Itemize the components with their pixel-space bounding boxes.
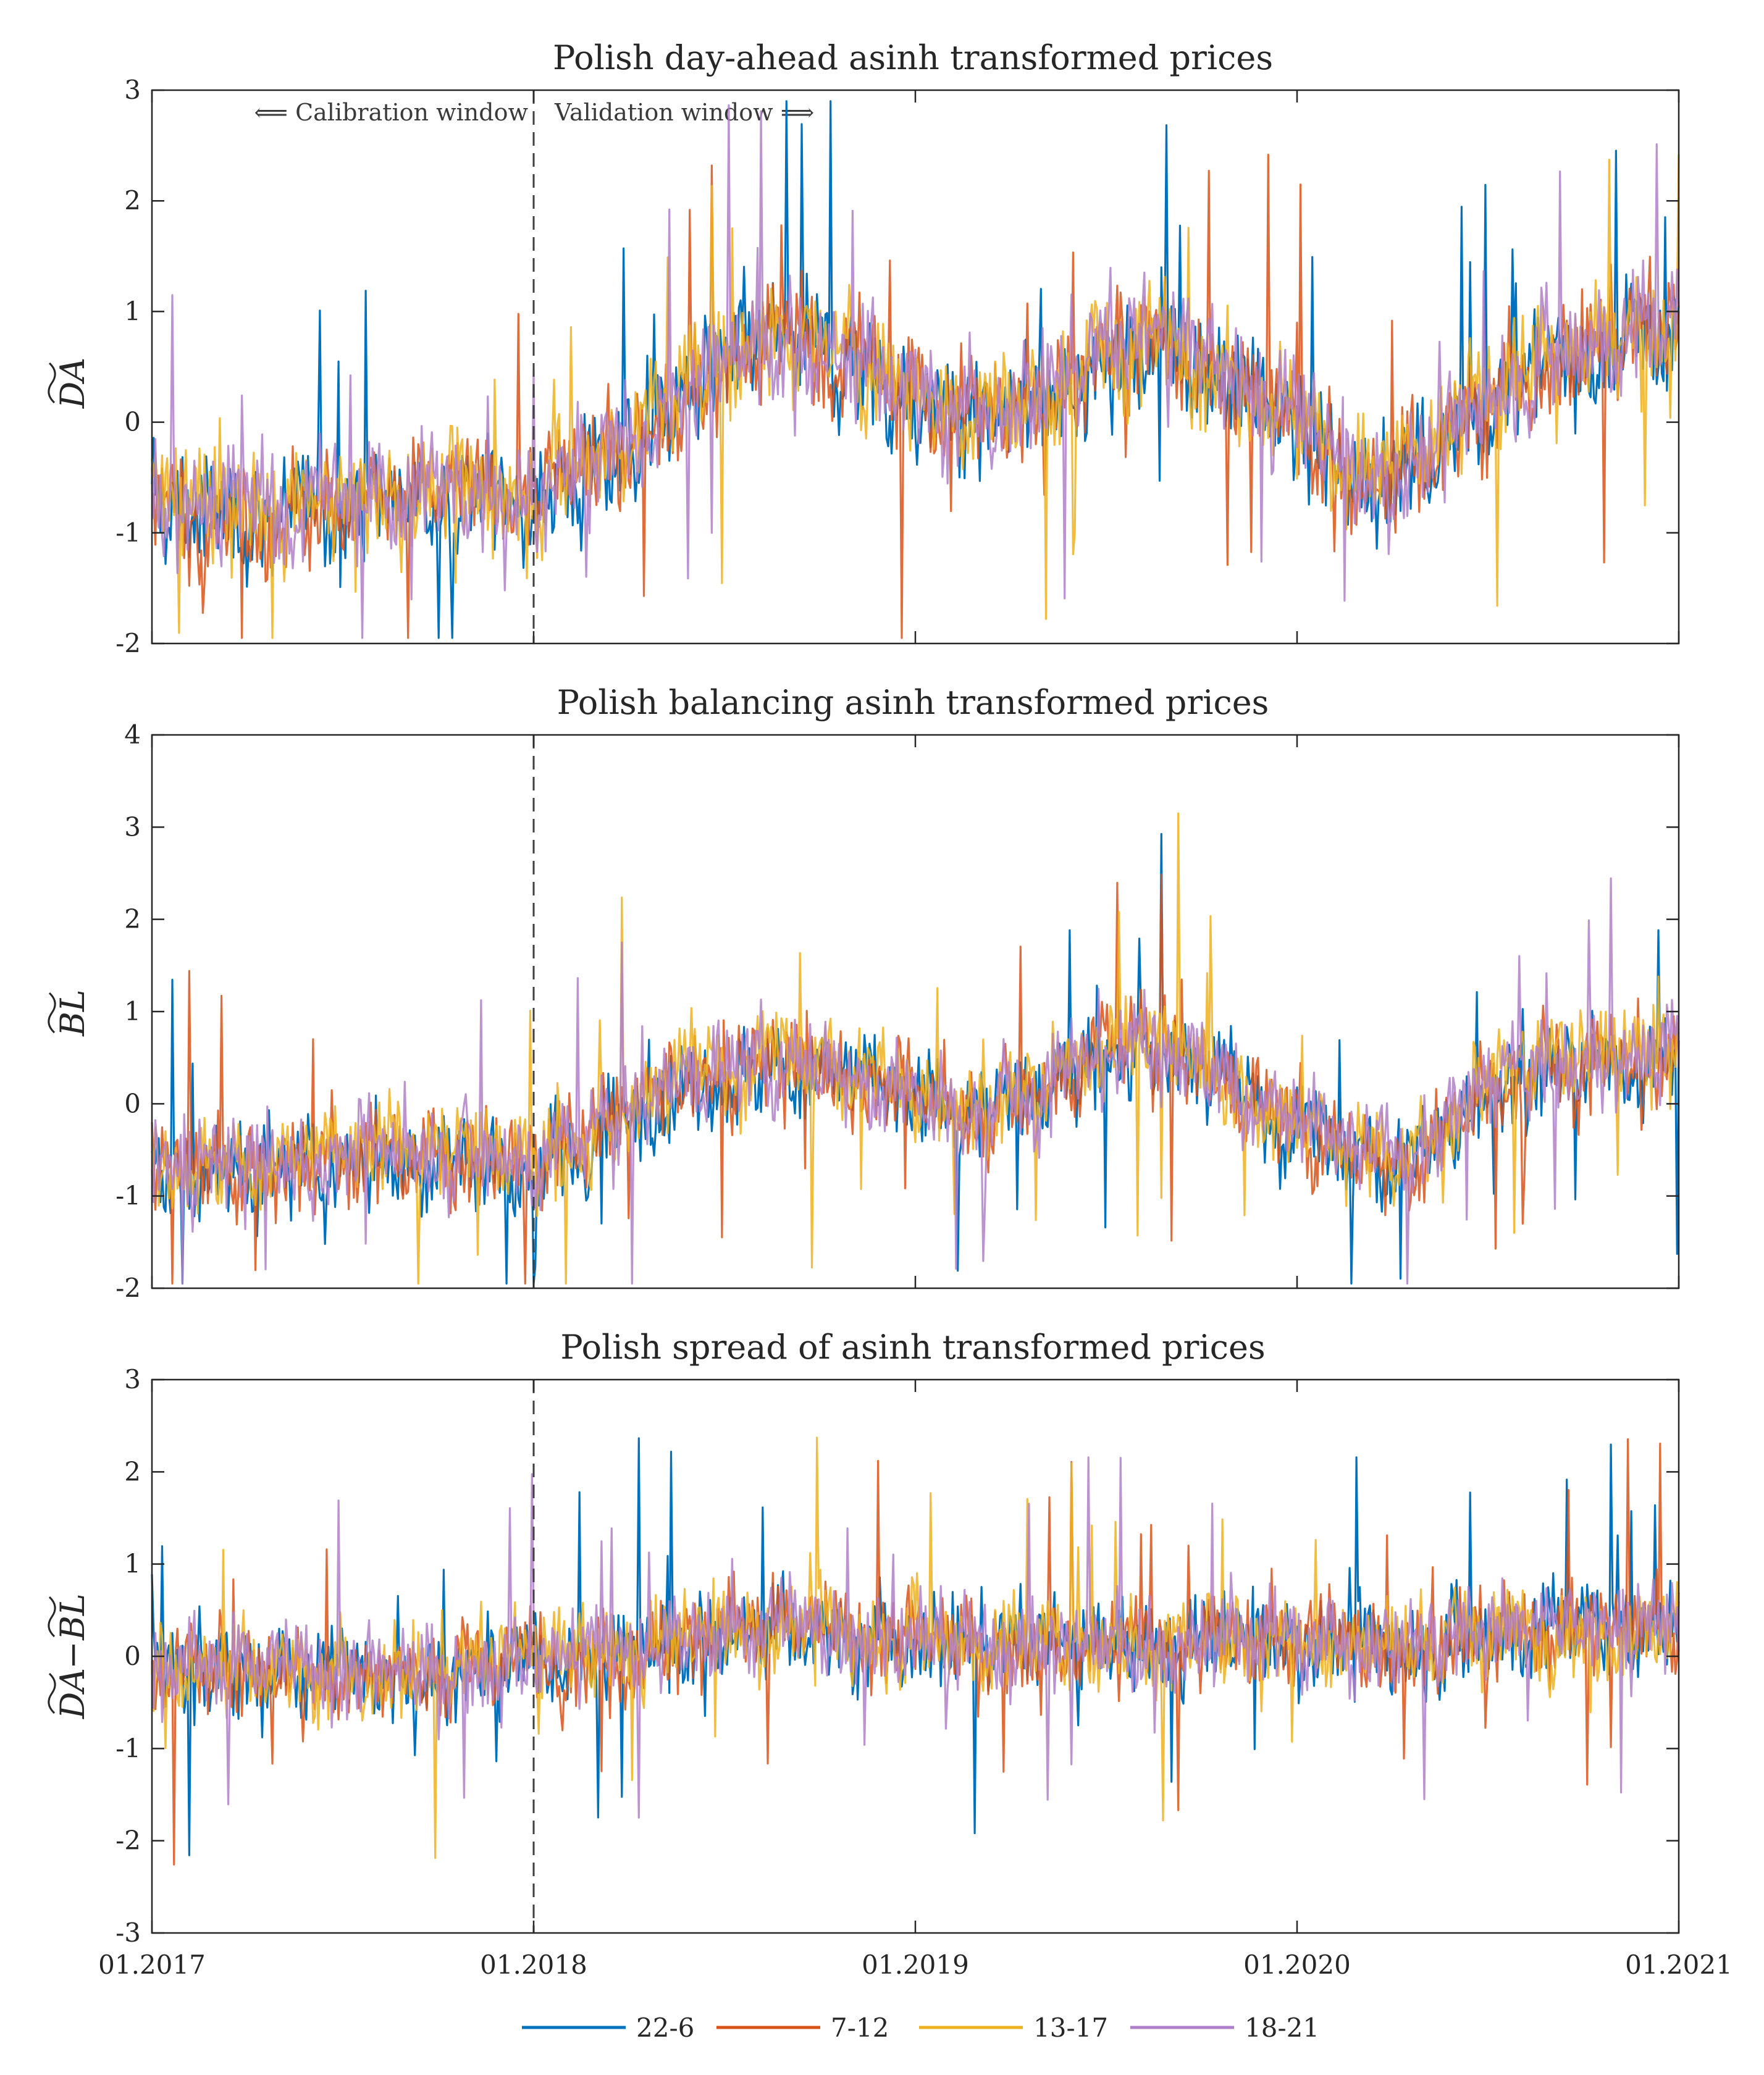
y-tick-label: 3 <box>124 811 141 842</box>
panel-day-ahead: Polish day-ahead asinh transformed price… <box>48 38 1680 658</box>
y-label-symbol: BL <box>53 989 92 1037</box>
y-tick-label: -2 <box>116 1826 141 1856</box>
y-tick-label: 0 <box>124 1088 141 1118</box>
y-tick-label: 2 <box>124 185 141 216</box>
series-line-22-6 <box>151 832 1680 1285</box>
y-tick-label: 0 <box>124 1641 141 1671</box>
y-axis-label-text: BL <box>48 989 92 1037</box>
y-tick-label: -1 <box>116 518 141 548</box>
y-tick-label: 2 <box>124 904 141 934</box>
series-line-7-12 <box>151 1438 1680 1866</box>
x-tick-label: 01.2021 <box>1625 1950 1732 1980</box>
x-tick-label: 01.2018 <box>480 1950 587 1980</box>
tilde-mark <box>48 362 56 404</box>
legend-label: 7-12 <box>831 2013 889 2043</box>
y-label-symbol: DA <box>53 358 92 409</box>
minus-sign: − <box>53 1641 92 1669</box>
y-axis-label: DA <box>48 358 92 409</box>
y-tick-label: -1 <box>116 1733 141 1763</box>
legend-item-18-21: 18-21 <box>1130 2013 1319 2043</box>
y-tick-label: 2 <box>124 1456 141 1486</box>
series-line-13-17 <box>151 812 1680 1285</box>
legend: 22-6 7-12 13-17 18-21 <box>522 2013 1319 2043</box>
y-axis-label: BL <box>48 989 92 1037</box>
tilde-mark <box>48 1596 56 1638</box>
series-line-18-21 <box>151 1456 1680 1819</box>
series-line-18-21 <box>151 104 1680 639</box>
y-tick-label: 1 <box>124 1549 141 1579</box>
legend-label: 18-21 <box>1245 2013 1319 2043</box>
legend-item-7-12: 7-12 <box>716 2013 889 2043</box>
x-tick-label: 01.2017 <box>98 1950 206 1980</box>
y-label-symbol: BL <box>53 1593 92 1641</box>
y-axis-label-text: DA <box>48 358 92 409</box>
y-tick-label: 1 <box>124 296 141 326</box>
panel-balancing: Polish balancing asinh transformed price… <box>48 683 1680 1303</box>
panel-title: Polish day-ahead asinh transformed price… <box>553 38 1273 77</box>
legend-label: 13-17 <box>1033 2013 1108 2043</box>
calibration-window-label: ⟸ Calibration window <box>254 99 529 126</box>
legend-item-13-17: 13-17 <box>919 2013 1108 2043</box>
series-line-13-17 <box>151 1436 1680 1859</box>
y-tick-label: 4 <box>124 719 141 750</box>
x-tick-label: 01.2019 <box>862 1950 969 1980</box>
y-tick-label: 1 <box>124 996 141 1026</box>
y-tick-label: -3 <box>116 1918 141 1948</box>
y-tick-label: -2 <box>116 1273 141 1303</box>
tilde-mark <box>48 1672 56 1714</box>
legend-item-22-6: 22-6 <box>522 2013 694 2043</box>
series-line-18-21 <box>151 877 1680 1285</box>
y-tick-label: 3 <box>124 75 141 105</box>
y-tick-label: -2 <box>116 628 141 658</box>
y-tick-label: 0 <box>124 407 141 437</box>
plot-frame <box>151 734 1680 1289</box>
y-tick-label: -1 <box>116 1181 141 1211</box>
legend-label: 22-6 <box>636 2013 694 2043</box>
y-tick-label: 3 <box>124 1364 141 1394</box>
x-tick-label: 01.2020 <box>1243 1950 1351 1980</box>
panel-title: Polish spread of asinh transformed price… <box>560 1328 1265 1367</box>
panel-spread: Polish spread of asinh transformed price… <box>48 1328 1732 1980</box>
y-axis-label-text: DA−BL <box>48 1593 92 1719</box>
panel-title: Polish balancing asinh transformed price… <box>557 683 1269 722</box>
tilde-mark <box>48 992 56 1034</box>
y-axis-label: DA−BL <box>48 1593 92 1719</box>
y-label-symbol: DA <box>53 1668 92 1719</box>
validation-window-label: Validation window ⟹ <box>554 99 814 126</box>
